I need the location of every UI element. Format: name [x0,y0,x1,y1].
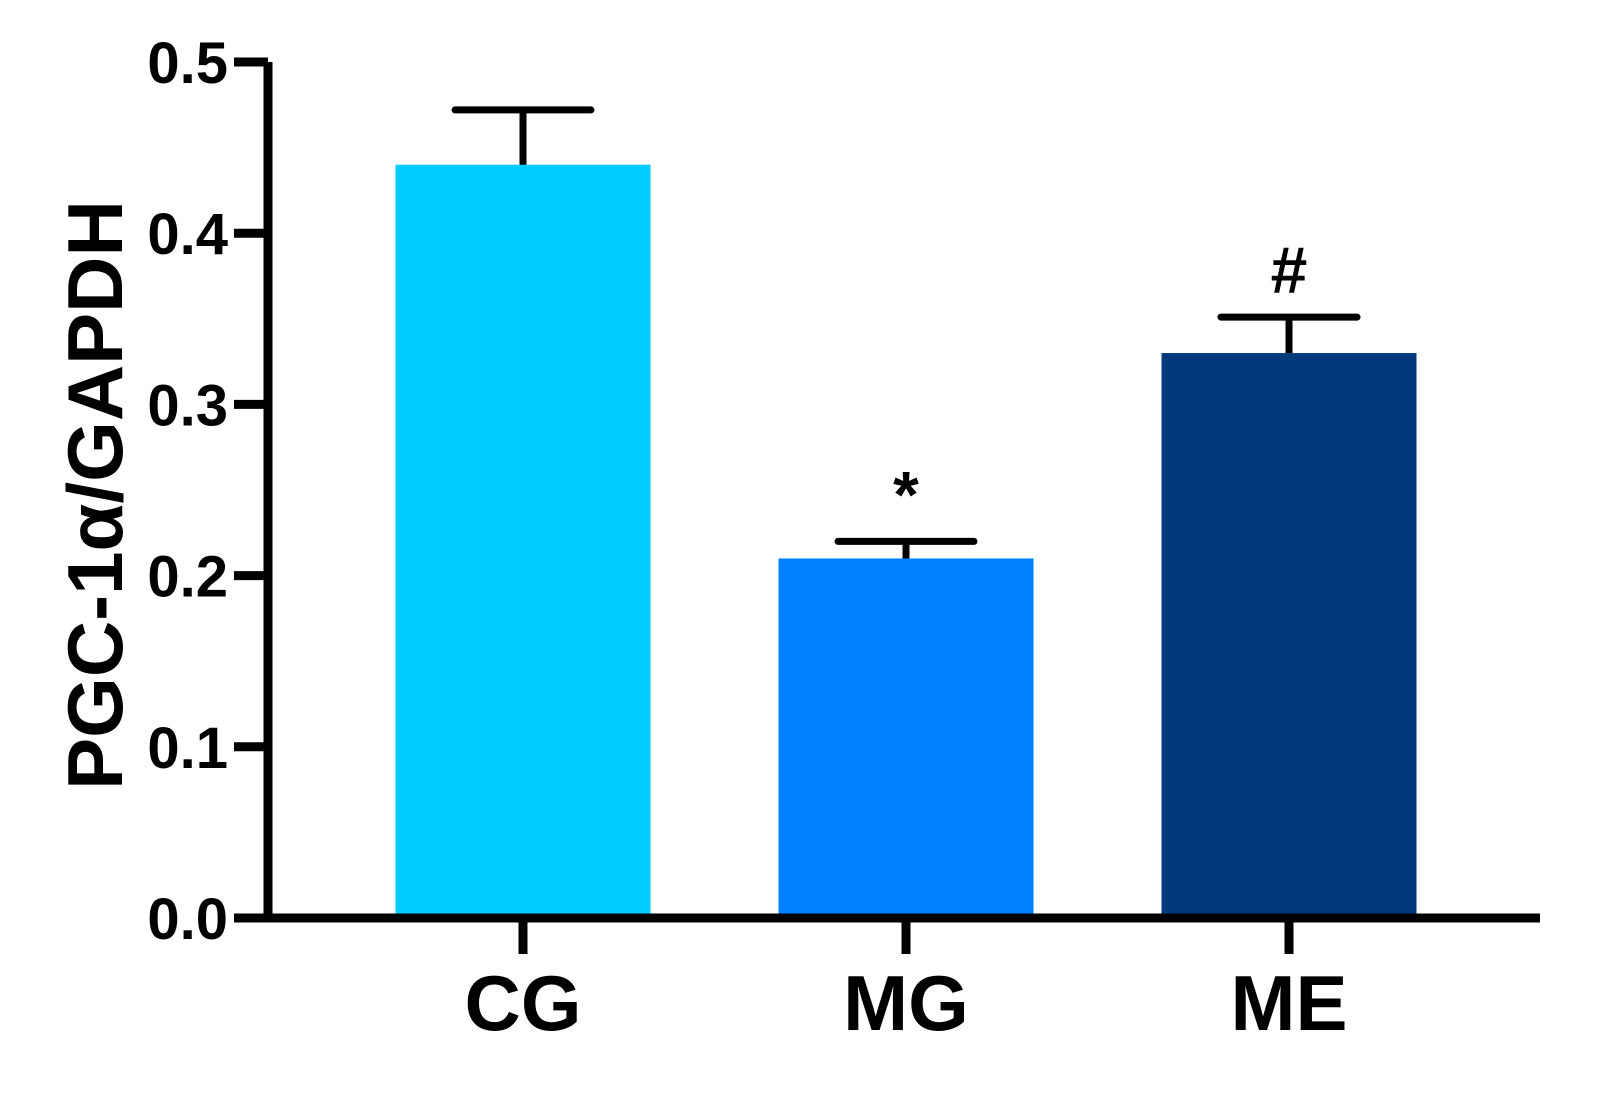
x-tick-label-cg: CG [465,959,582,1047]
error-bars-layer [451,106,1361,559]
y-tick-label: 0.5 [147,31,228,96]
labels-layer: * # CG MG ME [465,233,1348,1047]
ticks-layer: 0.0 0.1 0.2 0.3 0.4 0.5 [147,31,1294,954]
y-tick-label: 0.3 [147,373,228,438]
significance-marker-me: # [1271,233,1308,307]
y-tick-label: 0.4 [147,202,228,267]
bars-layer [395,164,1417,919]
x-tick-label-mg: MG [843,959,969,1047]
x-tick-label-me: ME [1231,959,1348,1047]
significance-marker-mg: * [893,457,919,531]
y-tick-label: 0.1 [147,716,228,781]
y-axis-label: PGC-1α/GAPDH [51,200,139,790]
bar-mg [778,558,1034,918]
y-tick-label: 0.2 [147,545,228,610]
bar-cg [395,164,651,919]
bar-me [1161,353,1417,918]
y-tick-label: 0.0 [147,887,228,952]
